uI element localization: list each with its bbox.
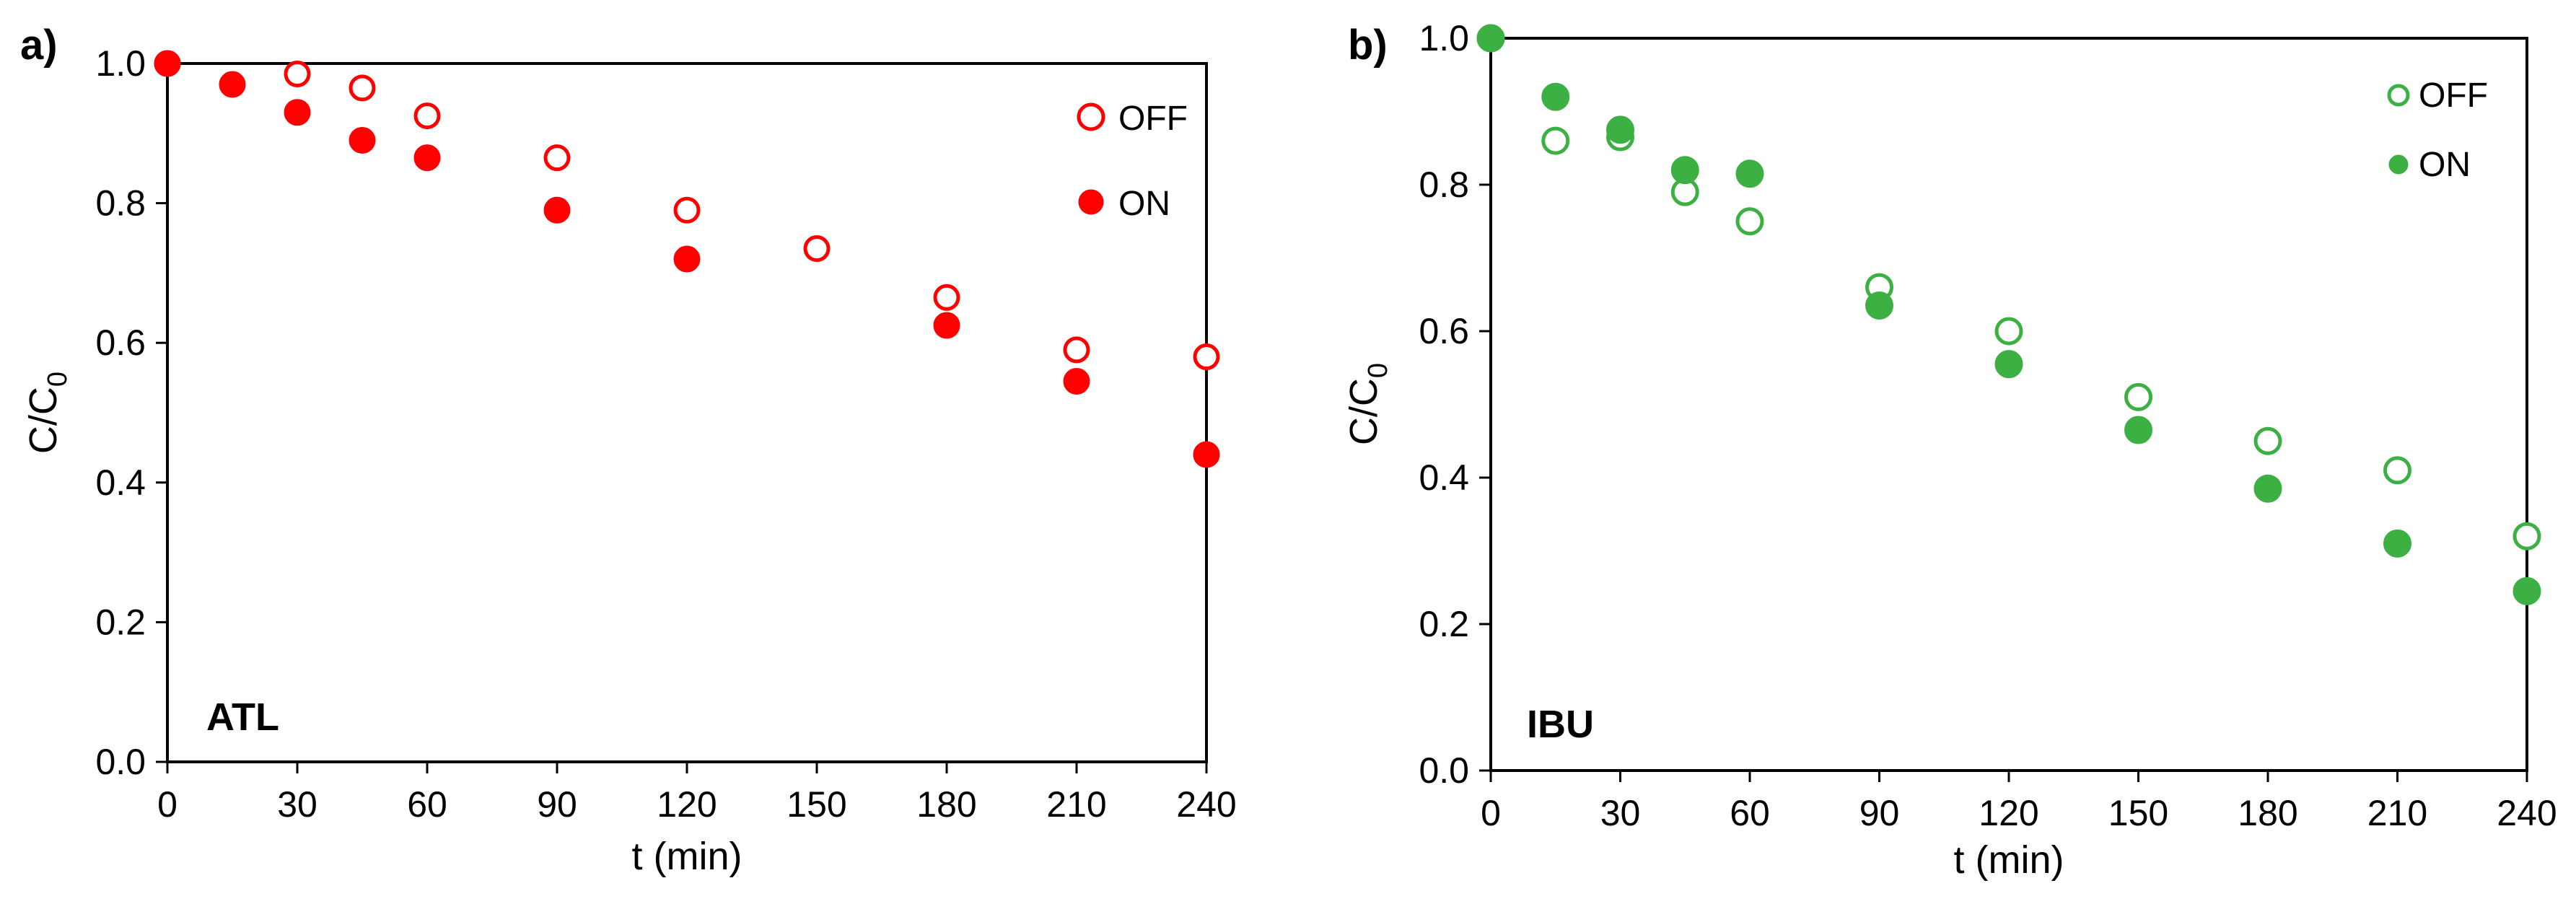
data-point-off — [673, 196, 701, 224]
y-axis-label: C/C0 — [1342, 363, 1393, 445]
x-tick-label: 240 — [2497, 793, 2557, 833]
y-tick-label: 0.4 — [95, 462, 146, 503]
data-point-off — [2383, 456, 2411, 485]
data-point-on — [349, 126, 376, 154]
legend: OFF ON — [2387, 76, 2488, 184]
legend-marker-off — [1077, 102, 1105, 131]
data-point-off — [1735, 207, 1764, 236]
compound-label: ATL — [206, 695, 279, 739]
data-point-on — [1476, 24, 1505, 53]
x-tick-label: 60 — [407, 784, 447, 825]
data-point-off — [1193, 343, 1220, 371]
legend-marker-on — [1078, 189, 1104, 215]
data-point-off — [543, 144, 571, 172]
x-tick-label: 210 — [2367, 793, 2427, 833]
x-tick-label: 210 — [1046, 784, 1106, 825]
data-point-on — [2124, 416, 2152, 444]
data-point-on — [2513, 576, 2541, 605]
data-point-on — [2253, 474, 2282, 503]
plot-area-frame — [1489, 37, 2528, 772]
legend-marker-on — [2388, 154, 2409, 175]
chart-panel-atl: a) ATL t (min) C/C0 0 30 60 90 120 150 180 210 2… — [20, 22, 1237, 878]
legend: OFF ON — [1077, 100, 1188, 223]
data-point-on — [413, 144, 441, 172]
data-point-off — [1541, 126, 1570, 155]
x-tick-label: 90 — [1859, 793, 1900, 833]
x-tick-label: 30 — [277, 784, 317, 825]
y-tick-label: 0.0 — [1419, 750, 1469, 791]
axis-ticks: 0 30 60 90 120 150 180 210 240 0.0 0.2 0.4 0.6 0.8 1.0 — [95, 43, 1236, 825]
x-tick-label: 90 — [537, 784, 577, 825]
x-axis-label: t (min) — [1954, 838, 2064, 882]
chart-panel-ibu: b) IBU t (min) C/C0 0 30 60 90 120 150 180 210 2… — [1342, 18, 2557, 882]
data-point-off — [284, 61, 311, 88]
data-point-on — [1865, 291, 1893, 320]
data-point-off — [2513, 522, 2541, 550]
data-point-off — [1994, 317, 2023, 346]
data-point-on — [1606, 115, 1634, 144]
data-point-on — [673, 245, 701, 273]
plot-area-frame — [166, 62, 1208, 763]
legend-label-on: ON — [2419, 146, 2471, 184]
x-axis-label: t (min) — [632, 835, 742, 878]
x-tick-label: 240 — [1176, 784, 1236, 825]
legend-marker-off — [2387, 84, 2410, 107]
data-point-off — [933, 284, 960, 311]
x-tick-label: 120 — [1979, 793, 2038, 833]
panel-label: a) — [20, 22, 58, 69]
y-tick-label: 1.0 — [1419, 18, 1469, 58]
x-tick-label: 60 — [1730, 793, 1770, 833]
data-point-off — [2124, 382, 2152, 411]
x-tick-label: 180 — [2238, 793, 2297, 833]
panel-label: b) — [1348, 22, 1388, 69]
data-point-on — [1670, 156, 1699, 185]
data-point-off — [349, 74, 376, 102]
y-axis-label: C/C0 — [22, 372, 73, 454]
data-point-on — [1735, 159, 1764, 188]
data-point-on — [1994, 350, 2023, 379]
data-point-on — [284, 99, 311, 126]
data-point-on — [219, 71, 246, 98]
data-point-on — [154, 50, 181, 77]
x-tick-label: 120 — [657, 784, 717, 825]
y-tick-label: 0.4 — [1419, 457, 1469, 498]
y-tick-label: 0.6 — [95, 322, 146, 363]
y-tick-label: 0.6 — [1419, 311, 1469, 351]
data-point-on — [543, 196, 571, 224]
data-point-off — [1063, 336, 1090, 364]
data-point-off — [2253, 426, 2282, 455]
data-point-on — [1193, 441, 1220, 468]
legend-label-on: ON — [1118, 185, 1170, 223]
x-tick-label: 30 — [1600, 793, 1641, 833]
x-tick-label: 150 — [787, 784, 846, 825]
x-tick-label: 0 — [1481, 793, 1501, 833]
data-point-on — [2383, 529, 2411, 558]
x-tick-label: 150 — [2108, 793, 2168, 833]
y-tick-label: 1.0 — [95, 43, 146, 84]
y-tick-label: 0.8 — [95, 183, 146, 224]
data-points — [154, 50, 1220, 468]
compound-label: IBU — [1527, 703, 1594, 746]
data-point-off — [413, 102, 441, 130]
y-tick-label: 0.0 — [95, 742, 146, 782]
data-point-off — [803, 235, 831, 263]
y-tick-label: 0.2 — [1419, 604, 1469, 644]
y-tick-label: 0.2 — [95, 602, 146, 642]
legend-label-off: OFF — [1118, 100, 1188, 138]
data-point-on — [1063, 367, 1090, 395]
y-tick-label: 0.8 — [1419, 164, 1469, 205]
data-point-on — [933, 312, 960, 339]
x-tick-label: 180 — [916, 784, 976, 825]
data-point-on — [1541, 82, 1570, 111]
x-tick-label: 0 — [157, 784, 178, 825]
data-points — [1476, 24, 2541, 605]
legend-label-off: OFF — [2419, 76, 2488, 115]
